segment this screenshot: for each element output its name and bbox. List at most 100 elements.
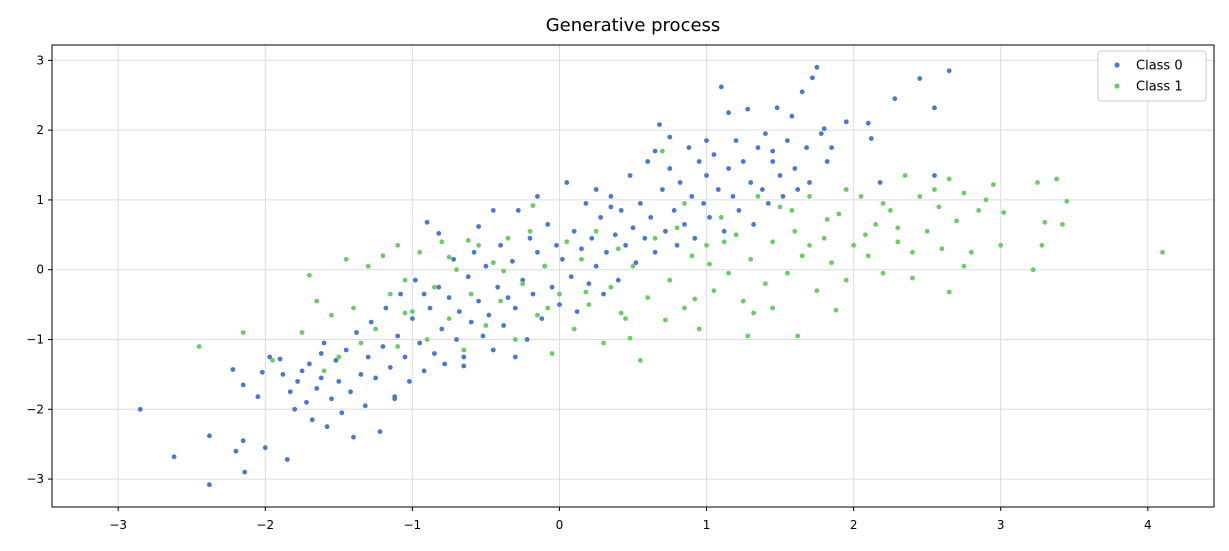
- class-0-point: [657, 122, 662, 127]
- class-0-point: [648, 215, 654, 220]
- class-1-point: [535, 312, 540, 318]
- class-0-point: [736, 208, 742, 213]
- class-0-point: [574, 309, 580, 314]
- class-0-point: [387, 365, 393, 370]
- class-0-point: [579, 246, 584, 252]
- x-tick-label: 0: [556, 518, 564, 532]
- class-0-point: [512, 354, 518, 360]
- class-0-point: [412, 277, 418, 283]
- class-1-point: [954, 218, 959, 224]
- x-tick-label: −3: [109, 518, 127, 532]
- class-0-point: [932, 173, 937, 178]
- class-1-point: [961, 190, 967, 196]
- class-1-point: [785, 270, 790, 276]
- class-1-point: [586, 302, 592, 307]
- class-0-point: [339, 410, 345, 416]
- class-0-point: [392, 394, 398, 400]
- x-tick-label: 1: [703, 518, 711, 532]
- class-0-point: [398, 291, 403, 297]
- class-0-point: [358, 372, 364, 377]
- class-0-point: [583, 201, 589, 206]
- y-tick-label: −1: [26, 333, 44, 347]
- class-1-point: [627, 335, 633, 341]
- class-1-point: [307, 272, 312, 278]
- class-1-point: [807, 194, 812, 199]
- class-0-point: [461, 354, 467, 360]
- class-0-point: [623, 242, 628, 248]
- class-1-point: [939, 246, 945, 252]
- class-1-point: [557, 291, 562, 297]
- y-tick-label: 3: [36, 53, 44, 67]
- class-1-point: [696, 326, 702, 332]
- class-1-point: [432, 284, 437, 290]
- class-1-point: [726, 270, 731, 276]
- class-0-point: [601, 291, 606, 297]
- y-tick-label: 2: [36, 123, 44, 137]
- class-0-point: [259, 369, 265, 375]
- class-1-point: [652, 235, 658, 241]
- class-0-point: [510, 258, 515, 264]
- class-1-point: [439, 239, 445, 245]
- class-0-point: [207, 482, 212, 488]
- class-1-point: [843, 187, 849, 192]
- class-1-point: [446, 254, 452, 260]
- class-1-point: [873, 222, 879, 227]
- y-tick-label: −3: [26, 472, 44, 486]
- class-0-point: [763, 131, 768, 137]
- class-0-point: [321, 340, 327, 346]
- class-1-point: [895, 239, 901, 245]
- class-0-point: [733, 138, 739, 144]
- class-1-point: [777, 204, 783, 210]
- class-1-point: [692, 296, 698, 302]
- class-0-point: [652, 148, 658, 154]
- class-0-point: [407, 379, 412, 384]
- y-tick-label: 1: [36, 193, 44, 207]
- class-0-point: [476, 224, 481, 229]
- class-0-point: [671, 208, 677, 213]
- class-0-point: [421, 368, 427, 374]
- class-0-point: [785, 138, 790, 144]
- class-1-point: [299, 330, 305, 335]
- class-1-point: [833, 307, 839, 313]
- class-1-point: [961, 263, 967, 269]
- class-1-point: [880, 270, 886, 276]
- class-1-point: [968, 249, 974, 255]
- class-0-point: [343, 347, 349, 353]
- class-1-point: [902, 173, 908, 178]
- class-0-point: [515, 208, 521, 213]
- class-0-point: [660, 187, 665, 192]
- class-0-point: [821, 126, 827, 132]
- class-1-point: [983, 197, 989, 203]
- class-0-point: [336, 379, 342, 384]
- class-1-point: [545, 305, 551, 311]
- class-0-point: [877, 180, 883, 185]
- y-tick-label: −2: [26, 402, 44, 416]
- class-1-point: [1160, 249, 1165, 255]
- class-1-point: [410, 309, 415, 314]
- class-1-point: [888, 208, 893, 213]
- class-0-point: [365, 354, 371, 360]
- class-0-point: [799, 89, 805, 95]
- class-0-point: [627, 173, 633, 178]
- class-0-point: [421, 291, 427, 297]
- class-0-point: [789, 113, 795, 119]
- class-0-point: [704, 138, 709, 144]
- class-0-point: [692, 235, 698, 241]
- class-1-point: [608, 284, 614, 290]
- class-1-point: [910, 249, 915, 255]
- class-0-point: [295, 379, 300, 384]
- class-1-point: [512, 337, 518, 342]
- class-1-point: [615, 246, 621, 252]
- class-0-point: [810, 75, 815, 81]
- class-0-point: [774, 105, 780, 111]
- class-1-point: [483, 323, 489, 328]
- class-0-point: [480, 333, 486, 339]
- class-0-point: [432, 351, 437, 356]
- class-0-point: [377, 429, 383, 434]
- class-0-point: [560, 256, 565, 262]
- class-0-point: [608, 194, 614, 199]
- class-1-point: [424, 337, 430, 342]
- class-1-point: [829, 260, 834, 266]
- class-1-point: [910, 275, 915, 281]
